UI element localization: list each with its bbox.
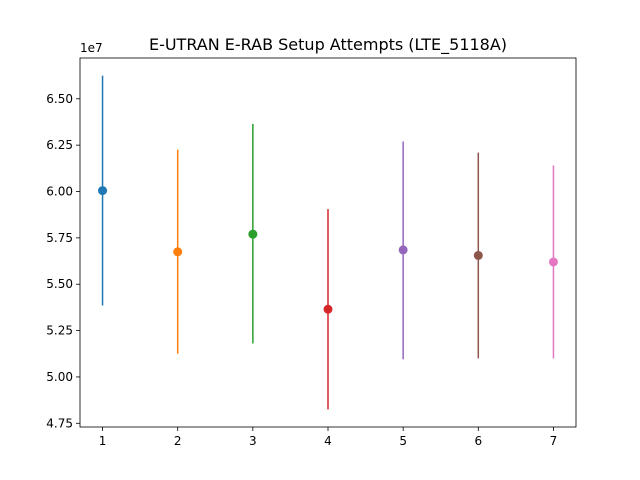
- data-point-2: [173, 247, 183, 257]
- y-tick-label-5: 6.00: [46, 185, 73, 199]
- x-tick-label-5: 5: [399, 434, 407, 448]
- data-point-7: [548, 257, 558, 267]
- x-tick-label-1: 1: [99, 434, 107, 448]
- x-tick-label-2: 2: [174, 434, 182, 448]
- chart-title: E-UTRAN E-RAB Setup Attempts (LTE_5118A): [149, 35, 507, 55]
- y-tick-label-1: 5.00: [46, 370, 73, 384]
- data-point-4: [323, 304, 333, 314]
- x-tick-label-4: 4: [324, 434, 332, 448]
- y-tick-label-2: 5.25: [46, 324, 73, 338]
- y-tick-label-0: 4.75: [46, 416, 73, 430]
- data-point-3: [248, 229, 258, 239]
- x-tick-label-7: 7: [550, 434, 558, 448]
- plot-area: 1 2 3 4 5 6 7 4.75 5.00 5.25 5.50 5.75 6.00 6.25 6.50: [46, 57, 577, 448]
- y-axis-offset-label: 1e7: [80, 41, 103, 55]
- data-point-1: [98, 186, 108, 196]
- y-tick-label-6: 6.25: [46, 138, 73, 152]
- x-tick-label-3: 3: [249, 434, 257, 448]
- x-tick-label-6: 6: [474, 434, 482, 448]
- y-tick-label-7: 6.50: [46, 92, 73, 106]
- y-tick-label-3: 5.50: [46, 277, 73, 291]
- y-tick-label-4: 5.75: [46, 231, 73, 245]
- data-point-5: [398, 245, 408, 255]
- data-point-6: [473, 250, 483, 260]
